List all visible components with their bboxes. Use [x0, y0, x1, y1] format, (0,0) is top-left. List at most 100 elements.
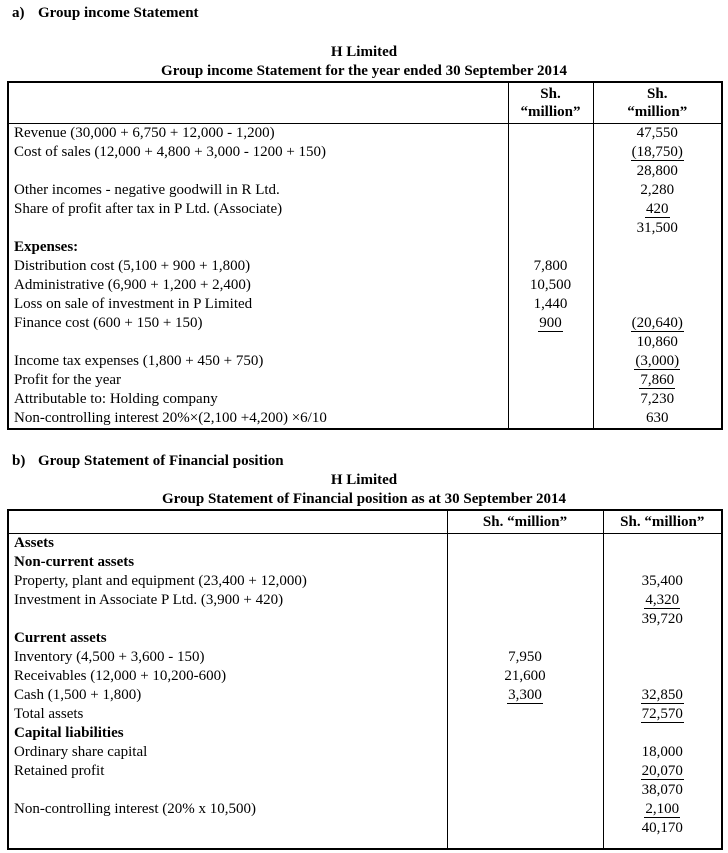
col1-value [507, 162, 594, 181]
col1-value [446, 572, 604, 591]
table-row: Other incomes - negative goodwill in R L… [7, 181, 723, 200]
table-row: Receivables (12,000 + 10,200-600) 21,600 [7, 667, 723, 686]
statement-a-title: Group income Statement for the year ende… [161, 63, 567, 79]
table-row: 31,500 [7, 219, 723, 238]
row-label [7, 781, 448, 800]
row-label [7, 333, 509, 352]
description-column-header [7, 81, 509, 124]
col1-value [507, 143, 594, 162]
page: { "section_a": { "label": "a)", "heading… [0, 4, 728, 853]
section-a: a) Group income Statement H Limited Group… [0, 4, 728, 430]
table-row: Cash (1,500 + 1,800) 3,300 32,850 [7, 686, 723, 705]
table-row: 38,070 [7, 781, 723, 800]
col1-value [446, 819, 604, 849]
company-name: H Limited [330, 472, 398, 488]
row-label: Expenses: [7, 238, 509, 257]
underlined-amount: 2,100 [644, 801, 681, 818]
section-a-heading-text: Group income Statement [38, 5, 199, 21]
underlined-amount: (3,000) [634, 353, 681, 370]
underlined-amount: (18,750) [630, 144, 684, 161]
col2-value: 2,280 [592, 181, 723, 200]
underlined-amount: 3,300 [507, 687, 543, 704]
col1-value: 7,800 [507, 257, 594, 276]
col2-value [602, 629, 723, 648]
col1-value [507, 123, 594, 143]
income-statement-header: Sh. “million” Sh. “million” [7, 81, 723, 124]
section-b: b) Group Statement of Financial position … [0, 452, 728, 850]
col1-value [507, 409, 594, 429]
col2-value: 35,400 [602, 572, 723, 591]
row-label: Cost of sales (12,000 + 4,800 + 3,000 - … [7, 143, 509, 162]
col1-value: 10,500 [507, 276, 594, 295]
row-label: Assets [7, 533, 448, 553]
col1-value [507, 390, 594, 409]
col1-value [446, 553, 604, 572]
col2-value: 32,850 [602, 686, 723, 705]
header-row: Sh. “million” Sh. “million” [7, 509, 723, 534]
column1-header: Sh. “million” [507, 81, 594, 124]
statement-b-title-block: H Limited Group Statement of Financial p… [0, 471, 728, 509]
row-label: Retained profit [7, 762, 448, 781]
row-label: Ordinary share capital [7, 743, 448, 762]
financial-position-header: Sh. “million” Sh. “million” [7, 509, 723, 534]
table-row: Distribution cost (5,100 + 900 + 1,800) 7… [7, 257, 723, 276]
section-a-heading: a) Group income Statement [12, 4, 728, 23]
col1-value [446, 533, 604, 553]
table-row: Property, plant and equipment (23,400 + … [7, 572, 723, 591]
row-label: Non-controlling interest (20% x 10,500) [7, 800, 448, 819]
row-label: Non-current assets [7, 553, 448, 572]
col1-value [446, 610, 604, 629]
underlined-amount: (20,640) [630, 315, 684, 332]
col1-value: 7,950 [446, 648, 604, 667]
col2-value: 40,170 [602, 819, 723, 849]
section-b-heading-text: Group Statement of Financial position [38, 453, 284, 469]
col2-value: 7,860 [592, 371, 723, 390]
financial-position-body: Assets Non-current assets Property, plant … [7, 533, 723, 849]
col2-value [592, 257, 723, 276]
row-label [7, 219, 509, 238]
row-label [7, 162, 509, 181]
col2-value: (20,640) [592, 314, 723, 333]
table-row: Loss on sale of investment in P Limited 1… [7, 295, 723, 314]
section-b-heading: b) Group Statement of Financial position [12, 452, 728, 471]
col1-value [446, 743, 604, 762]
underlined-amount: 420 [645, 201, 670, 218]
row-label: Loss on sale of investment in P Limited [7, 295, 509, 314]
col1-value [507, 219, 594, 238]
table-row: Revenue (30,000 + 6,750 + 12,000 - 1,200… [7, 123, 723, 143]
col2-value: 72,570 [602, 705, 723, 724]
col1-value [446, 705, 604, 724]
table-row: Total assets 72,570 [7, 705, 723, 724]
row-label: Other incomes - negative goodwill in R L… [7, 181, 509, 200]
col1-value [507, 333, 594, 352]
section-b-label: b) [12, 453, 26, 469]
table-row: Non-controlling interest 20%×(2,100 +4,2… [7, 409, 723, 429]
column2-header: Sh. “million” [602, 509, 723, 534]
currency-unit-line2: “million” [627, 104, 688, 120]
row-label: Income tax expenses (1,800 + 450 + 750) [7, 352, 509, 371]
table-row: Attributable to: Holding company 7,230 [7, 390, 723, 409]
col2-value [592, 295, 723, 314]
description-column-header [7, 509, 448, 534]
col1-value: 3,300 [446, 686, 604, 705]
table-row: Profit for the year 7,860 [7, 371, 723, 390]
row-label [7, 819, 448, 849]
row-label: Current assets [7, 629, 448, 648]
col2-value: 4,320 [602, 591, 723, 610]
col1-value [446, 629, 604, 648]
row-label: Administrative (6,900 + 1,200 + 2,400) [7, 276, 509, 295]
col2-value: 2,100 [602, 800, 723, 819]
table-row: 40,170 [7, 819, 723, 849]
row-label: Cash (1,500 + 1,800) [7, 686, 448, 705]
col1-value [507, 371, 594, 390]
table-row: 39,720 [7, 610, 723, 629]
col2-value: 420 [592, 200, 723, 219]
col2-value [602, 724, 723, 743]
table-row: 10,860 [7, 333, 723, 352]
col2-value [592, 238, 723, 257]
financial-position-table: Sh. “million” Sh. “million” Assets Non-cu… [7, 509, 723, 850]
section-a-label: a) [12, 5, 25, 21]
table-row: Current assets [7, 629, 723, 648]
col1-value: 21,600 [446, 667, 604, 686]
underlined-amount: 4,320 [644, 592, 681, 609]
